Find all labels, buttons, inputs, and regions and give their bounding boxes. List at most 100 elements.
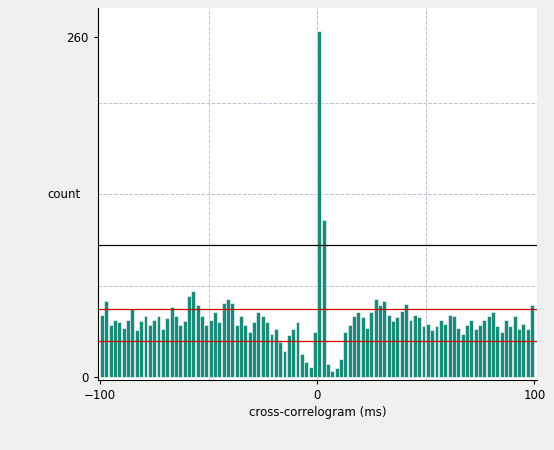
Bar — [434, 326, 439, 378]
Bar — [317, 31, 321, 378]
Bar — [348, 325, 352, 378]
Bar — [491, 312, 495, 378]
Bar — [483, 320, 486, 378]
Bar — [430, 330, 434, 378]
Bar — [343, 332, 347, 378]
Bar — [439, 320, 443, 378]
Bar — [252, 322, 256, 378]
Bar — [109, 325, 112, 378]
Bar — [265, 322, 269, 378]
Bar — [117, 322, 121, 378]
Bar — [291, 329, 295, 378]
Bar — [100, 315, 104, 378]
Bar — [448, 315, 452, 378]
Bar — [287, 336, 291, 378]
Bar — [170, 307, 173, 378]
Bar — [283, 351, 286, 378]
Bar — [139, 321, 143, 378]
Bar — [313, 332, 317, 378]
Bar — [135, 330, 138, 378]
Bar — [361, 317, 365, 378]
Bar — [226, 299, 230, 378]
Bar — [239, 316, 243, 378]
Bar — [335, 368, 338, 378]
Bar — [352, 316, 356, 378]
Bar — [222, 303, 225, 378]
Bar — [174, 316, 178, 378]
Bar — [278, 342, 282, 378]
Bar — [148, 325, 152, 378]
Y-axis label: count: count — [47, 188, 80, 201]
Bar — [300, 354, 304, 378]
Bar — [382, 302, 386, 378]
Bar — [500, 332, 504, 378]
Bar — [513, 316, 517, 378]
Bar — [322, 220, 326, 378]
Bar — [326, 364, 330, 378]
Bar — [526, 329, 530, 378]
Bar — [304, 362, 308, 378]
Bar — [452, 316, 456, 378]
Bar — [374, 299, 378, 378]
Bar — [187, 296, 191, 378]
Bar — [209, 320, 213, 378]
Bar — [161, 329, 165, 378]
Bar — [200, 316, 204, 378]
Bar — [460, 334, 465, 378]
Bar — [413, 315, 417, 378]
Bar — [443, 324, 447, 378]
Bar — [157, 316, 161, 378]
Bar — [165, 319, 169, 378]
Bar — [131, 309, 135, 378]
Bar — [339, 359, 343, 378]
Bar — [296, 322, 300, 378]
Bar — [370, 312, 373, 378]
Bar — [521, 324, 525, 378]
Bar — [404, 304, 408, 378]
Bar — [213, 312, 217, 378]
Bar — [122, 328, 126, 378]
Bar — [509, 326, 512, 378]
Bar — [204, 325, 208, 378]
Bar — [487, 316, 491, 378]
Bar — [456, 328, 460, 378]
X-axis label: cross-correlogram (ms): cross-correlogram (ms) — [249, 406, 386, 419]
Bar — [495, 326, 499, 378]
Bar — [408, 320, 412, 378]
Bar — [356, 312, 360, 378]
Bar — [217, 322, 221, 378]
Bar — [243, 325, 247, 378]
Bar — [469, 320, 473, 378]
Bar — [309, 367, 312, 378]
Bar — [178, 325, 182, 378]
Bar — [365, 328, 369, 378]
Bar — [504, 320, 508, 378]
Bar — [126, 320, 130, 378]
Bar — [422, 326, 425, 378]
Bar — [465, 325, 469, 378]
Bar — [417, 317, 421, 378]
Bar — [274, 329, 278, 378]
Bar — [248, 332, 252, 378]
Bar — [105, 302, 109, 378]
Bar — [235, 325, 239, 378]
Bar — [183, 321, 187, 378]
Bar — [396, 317, 399, 378]
Bar — [517, 329, 521, 378]
Bar — [387, 315, 391, 378]
Bar — [191, 291, 195, 378]
Bar — [261, 316, 265, 378]
Bar — [474, 329, 478, 378]
Bar — [426, 324, 430, 378]
Bar — [257, 312, 260, 378]
Bar — [152, 320, 156, 378]
Bar — [330, 371, 334, 378]
Bar — [391, 321, 395, 378]
Bar — [230, 303, 234, 378]
Bar — [143, 316, 147, 378]
Bar — [530, 306, 534, 378]
Bar — [269, 334, 274, 378]
Bar — [196, 306, 199, 378]
Bar — [400, 310, 404, 378]
Bar — [478, 325, 482, 378]
